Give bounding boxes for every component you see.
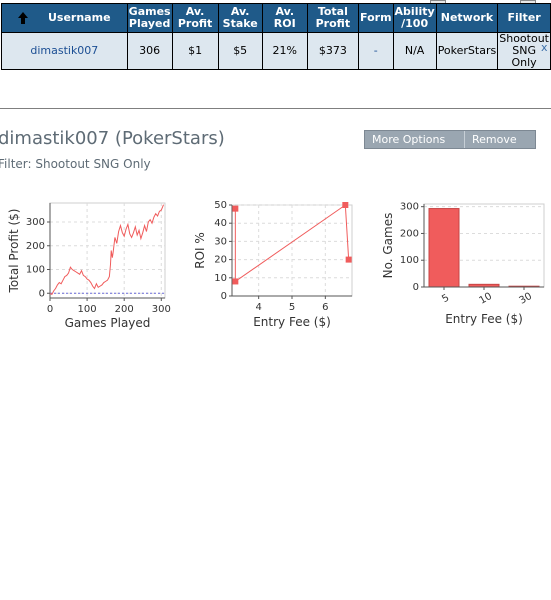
y-tick-label: 0 <box>413 282 419 293</box>
y-tick-label: 200 <box>26 241 45 252</box>
header-ability-line2: /100 <box>401 17 429 30</box>
header-row: Username Games Played Av. Profit Av. Stake … <box>1 3 551 33</box>
x-tick-label: 6 <box>322 302 328 313</box>
header-av-stake-line2: Stake <box>222 17 258 30</box>
header-ability[interactable]: Ability/100 <box>392 3 437 33</box>
header-filter[interactable]: Filter <box>497 3 551 33</box>
cell-total-profit: $373 <box>306 32 360 70</box>
bar <box>428 208 460 288</box>
y-tick-label: 40 <box>214 218 227 229</box>
x-tick-label: 0 <box>47 304 53 315</box>
player-title: dimastik007 (PokerStars) <box>0 128 225 149</box>
games-chart: 0 100 200 300 5 10 30 Entry Fee ($) No. Games <box>381 202 545 326</box>
filter-line2: SNG Only <box>511 44 537 69</box>
cell-av-profit: $1 <box>171 32 219 70</box>
cell-av-roi: 21% <box>261 32 308 70</box>
cell-network: PokerStars <box>435 32 499 70</box>
header-form-line1: Form <box>360 11 392 24</box>
options-separator <box>464 131 465 148</box>
y-tick-label: 0 <box>39 288 45 299</box>
roi-data-point <box>232 205 239 212</box>
plot-area <box>231 204 353 297</box>
y-tick-label: 50 <box>214 200 227 211</box>
player-filter-text: Filter: Shootout SNG Only <box>0 157 151 171</box>
y-axis-label: Total Profit ($) <box>7 209 21 294</box>
y-tick-label: 10 <box>214 273 227 284</box>
form-value[interactable]: - <box>373 44 378 57</box>
remove-row-x-icon[interactable]: x <box>541 41 548 54</box>
x-tick-label: 5 <box>440 292 451 305</box>
header-av-stake[interactable]: Av. Stake <box>217 3 263 33</box>
header-av-stake-line1: Av. <box>230 5 250 18</box>
tab-stub-left <box>430 0 446 4</box>
header-av-roi-line1: Av. ROI <box>273 5 296 30</box>
x-axis-label: Entry Fee ($) <box>253 315 331 329</box>
remove-button[interactable]: Remove <box>472 133 517 146</box>
header-av-profit-line1: Av. <box>185 5 205 18</box>
x-tick-label: 30 <box>517 291 534 307</box>
header-form[interactable]: Form <box>358 3 394 33</box>
cell-ability: N/A <box>392 32 437 70</box>
x-tick-label: 10 <box>477 291 494 307</box>
header-total-profit-line1: Total <box>317 5 348 18</box>
more-options-button[interactable]: More Options <box>372 133 446 146</box>
filter-line1: Shootout <box>499 32 549 45</box>
y-tick-label: 20 <box>214 255 227 266</box>
x-tick-label: 4 <box>255 302 261 313</box>
roi-chart: 4 5 6 0 10 20 30 40 50 Entry Fee ($) ROI % <box>193 200 353 329</box>
sort-header-username[interactable]: Username <box>1 3 128 33</box>
x-tick-label: 200 <box>115 304 134 315</box>
roi-series-line <box>234 204 350 283</box>
x-axis-label: Entry Fee ($) <box>445 312 523 326</box>
header-ability-line1: Ability <box>394 5 435 18</box>
header-games-played[interactable]: Games Played <box>126 3 173 33</box>
y-axis-label: No. Games <box>381 213 395 279</box>
header-av-profit-line2: Profit <box>177 17 213 30</box>
x-tick-label: 5 <box>289 302 295 313</box>
options-bar: More Options Remove <box>364 130 536 149</box>
header-network[interactable]: Network <box>435 3 499 33</box>
header-games-played-line2: Played <box>128 17 171 30</box>
profit-series-line <box>49 204 164 296</box>
header-av-roi[interactable]: Av. ROI <box>261 3 308 33</box>
y-tick-label: 100 <box>26 265 45 276</box>
y-tick-label: 0 <box>221 291 227 302</box>
username-link[interactable]: dimastik007 <box>30 44 99 57</box>
y-tick-label: 300 <box>400 202 419 213</box>
header-network-line1: Network <box>440 11 494 24</box>
roi-data-point <box>345 256 352 263</box>
header-total-profit-line2: Profit <box>315 17 351 30</box>
header-total-profit[interactable]: Total Profit <box>306 3 360 33</box>
header-av-profit[interactable]: Av. Profit <box>171 3 219 33</box>
cell-filter: Shootout SNG Only <box>497 32 551 70</box>
cell-games-played: 306 <box>126 32 173 70</box>
y-tick-label: 30 <box>214 236 227 247</box>
section-divider <box>0 108 551 109</box>
y-tick-label: 300 <box>26 217 45 228</box>
header-games-played-line1: Games <box>128 5 171 18</box>
x-axis-label: Games Played <box>65 316 151 330</box>
header-filter-line1: Filter <box>507 11 541 24</box>
table-row: dimastik007 306 $1 $5 21% $373 - N/A Pok… <box>1 32 551 70</box>
x-tick-label: 100 <box>78 304 97 315</box>
roi-data-point <box>342 202 349 208</box>
cell-username: dimastik007 <box>1 32 128 70</box>
y-tick-label: 100 <box>400 255 419 266</box>
plot-area <box>49 202 166 299</box>
results-table: Username Games Played Av. Profit Av. Stake … <box>1 3 551 70</box>
x-tick-label: 300 <box>152 304 171 315</box>
sort-up-arrow-icon[interactable] <box>18 12 29 24</box>
header-username-label[interactable]: Username <box>47 11 111 24</box>
cell-av-stake: $5 <box>217 32 263 70</box>
y-tick-label: 200 <box>400 228 419 239</box>
cell-form: - <box>358 32 394 70</box>
roi-data-point <box>232 278 239 285</box>
tab-stub-right <box>520 0 536 4</box>
y-axis-label: ROI % <box>193 232 207 269</box>
